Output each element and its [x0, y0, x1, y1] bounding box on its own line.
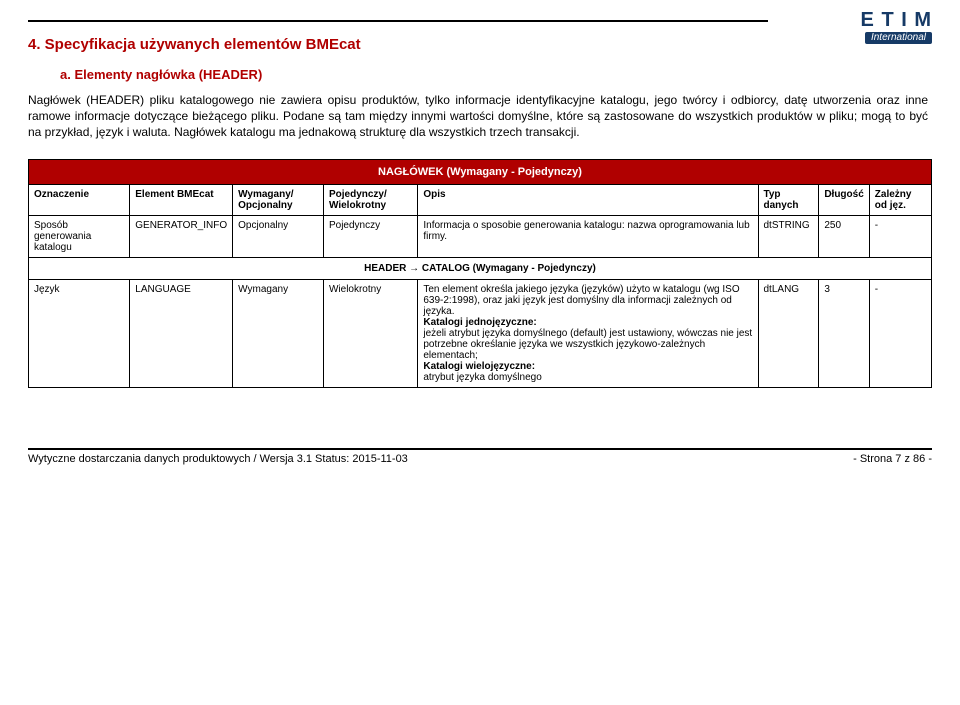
logo-bottom: International: [865, 32, 932, 44]
footer-right: - Strona 7 z 86 -: [853, 453, 932, 465]
table-row: Sposób generowania katalogu GENERATOR_IN…: [29, 215, 932, 257]
cell-typ: dtSTRING: [758, 215, 819, 257]
cell-dlugosc: 250: [819, 215, 869, 257]
table-section-header: NAGŁÓWEK (Wymagany - Pojedynczy): [29, 159, 932, 184]
cell-opis: Ten element określa jakiego języka (języ…: [418, 279, 758, 387]
section-paragraph: Nagłówek (HEADER) pliku katalogowego nie…: [28, 92, 928, 141]
cell-pojedynczy: Wielokrotny: [323, 279, 417, 387]
top-rule: [28, 20, 768, 22]
cell-zalezny: -: [869, 279, 931, 387]
cell-element: GENERATOR_INFO: [130, 215, 233, 257]
cell-element: LANGUAGE: [130, 279, 233, 387]
cell-typ: dtLANG: [758, 279, 819, 387]
cell-oznaczenie: Sposób generowania katalogu: [29, 215, 130, 257]
table-row: Język LANGUAGE Wymagany Wielokrotny Ten …: [29, 279, 932, 387]
table-subsection-text: HEADER → CATALOG (Wymagany - Pojedynczy): [29, 257, 932, 279]
col-wymagany: Wymagany/ Opcjonalny: [233, 184, 324, 215]
cell-dlugosc: 3: [819, 279, 869, 387]
col-pojedynczy: Pojedynczy/ Wielokrotny: [323, 184, 417, 215]
table-subsection-header: HEADER → CATALOG (Wymagany - Pojedynczy): [29, 257, 932, 279]
table-column-headers: Oznaczenie Element BMEcat Wymagany/ Opcj…: [29, 184, 932, 215]
cell-wymagany: Wymagany: [233, 279, 324, 387]
cell-oznaczenie: Język: [29, 279, 130, 387]
col-oznaczenie: Oznaczenie: [29, 184, 130, 215]
col-opis: Opis: [418, 184, 758, 215]
logo: E T I M International: [861, 10, 932, 44]
col-dlugosc: Długość: [819, 184, 869, 215]
spec-table: NAGŁÓWEK (Wymagany - Pojedynczy) Oznacze…: [28, 159, 932, 388]
col-element: Element BMEcat: [130, 184, 233, 215]
cell-wymagany: Opcjonalny: [233, 215, 324, 257]
col-zalezny: Zależny od jęz.: [869, 184, 931, 215]
cell-opis: Informacja o sposobie generowania katalo…: [418, 215, 758, 257]
section-subtitle: a. Elementy nagłówka (HEADER): [60, 67, 932, 82]
section-title: 4. Specyfikacja używanych elementów BMEc…: [28, 36, 932, 53]
table-section-header-text: NAGŁÓWEK (Wymagany - Pojedynczy): [29, 159, 932, 184]
footer-left: Wytyczne dostarczania danych produktowyc…: [28, 453, 408, 465]
col-typ: Typ danych: [758, 184, 819, 215]
logo-top: E T I M: [861, 10, 932, 30]
cell-pojedynczy: Pojedynczy: [323, 215, 417, 257]
cell-zalezny: -: [869, 215, 931, 257]
page-footer: Wytyczne dostarczania danych produktowyc…: [28, 448, 932, 465]
